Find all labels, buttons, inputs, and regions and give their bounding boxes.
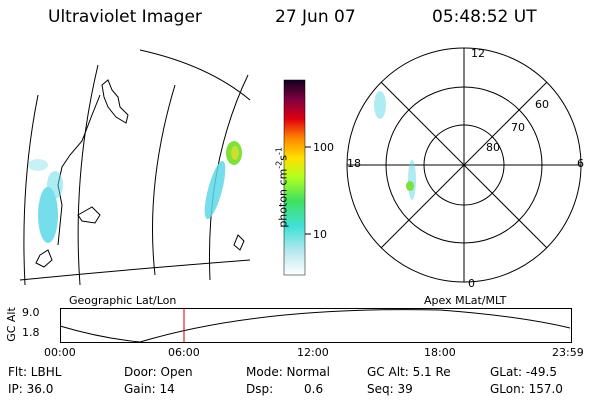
info-ip: IP: 36.0 xyxy=(8,382,54,396)
xtick-0600: 06:00 xyxy=(168,346,200,359)
colorbar xyxy=(283,79,311,276)
coastline xyxy=(57,94,101,246)
map-grid-line xyxy=(23,94,39,286)
emission-hotspot xyxy=(226,141,242,165)
info-dsp-value: 0.6 xyxy=(304,382,324,396)
emission-region xyxy=(28,159,226,243)
map-grid-line xyxy=(139,49,251,101)
info-mode: Mode: Normal xyxy=(246,365,330,379)
altitude-curve xyxy=(59,309,571,343)
info-glon: GLon: 157.0 xyxy=(490,382,563,396)
xtick-0000: 00:00 xyxy=(44,346,76,359)
xtick-1200: 12:00 xyxy=(297,346,329,359)
polar-hotspot xyxy=(406,181,414,191)
timeline-ymax: 9.0 xyxy=(22,306,40,319)
map-grid-line xyxy=(152,84,176,276)
xtick-1800: 18:00 xyxy=(424,346,456,359)
apex-label: Apex MLat/MLT xyxy=(424,294,507,307)
mlt-label-6: 6 xyxy=(577,157,584,170)
info-door: Door: Open xyxy=(124,365,193,379)
coastline xyxy=(35,249,53,268)
info-gcalt: GC Alt: 5.1 Re xyxy=(367,365,451,379)
timeline-plot xyxy=(59,308,572,343)
coastline xyxy=(101,79,129,124)
timeline-ylabel: GC Alt xyxy=(4,307,18,342)
info-dsp-label: Dsp: xyxy=(246,382,274,396)
mlt-label-0: 0 xyxy=(468,277,475,290)
info-gain: Gain: 14 xyxy=(124,382,175,396)
lat-label-80: 80 xyxy=(486,141,500,154)
header-time: 05:48:52 UT xyxy=(432,7,537,27)
colorbar-tick-10: 10 xyxy=(313,228,327,241)
info-flt: Flt: LBHL xyxy=(8,365,62,379)
timeline-ymin: 1.8 xyxy=(22,326,40,339)
colorbar-label: photon cm-2s-1 xyxy=(274,147,290,228)
geographic-label: Geographic Lat/Lon xyxy=(69,294,177,307)
lat-label-60: 60 xyxy=(535,98,549,111)
map-grid-line xyxy=(77,64,99,286)
app-title: Ultraviolet Imager xyxy=(48,7,202,27)
mlt-label-18: 18 xyxy=(347,157,361,170)
info-glat: GLat: -49.5 xyxy=(490,365,557,379)
map-grid-line xyxy=(19,259,251,281)
xtick-2359: 23:59 xyxy=(552,346,584,359)
info-seq: Seq: 39 xyxy=(367,382,413,396)
coastline xyxy=(77,206,101,224)
polar-plot xyxy=(346,47,582,283)
header-date: 27 Jun 07 xyxy=(275,7,356,27)
colorbar-tick-100: 100 xyxy=(313,141,334,154)
coastline xyxy=(233,234,245,251)
lat-label-70: 70 xyxy=(511,121,525,134)
geographic-map xyxy=(19,49,251,286)
mlt-label-12: 12 xyxy=(471,47,485,60)
